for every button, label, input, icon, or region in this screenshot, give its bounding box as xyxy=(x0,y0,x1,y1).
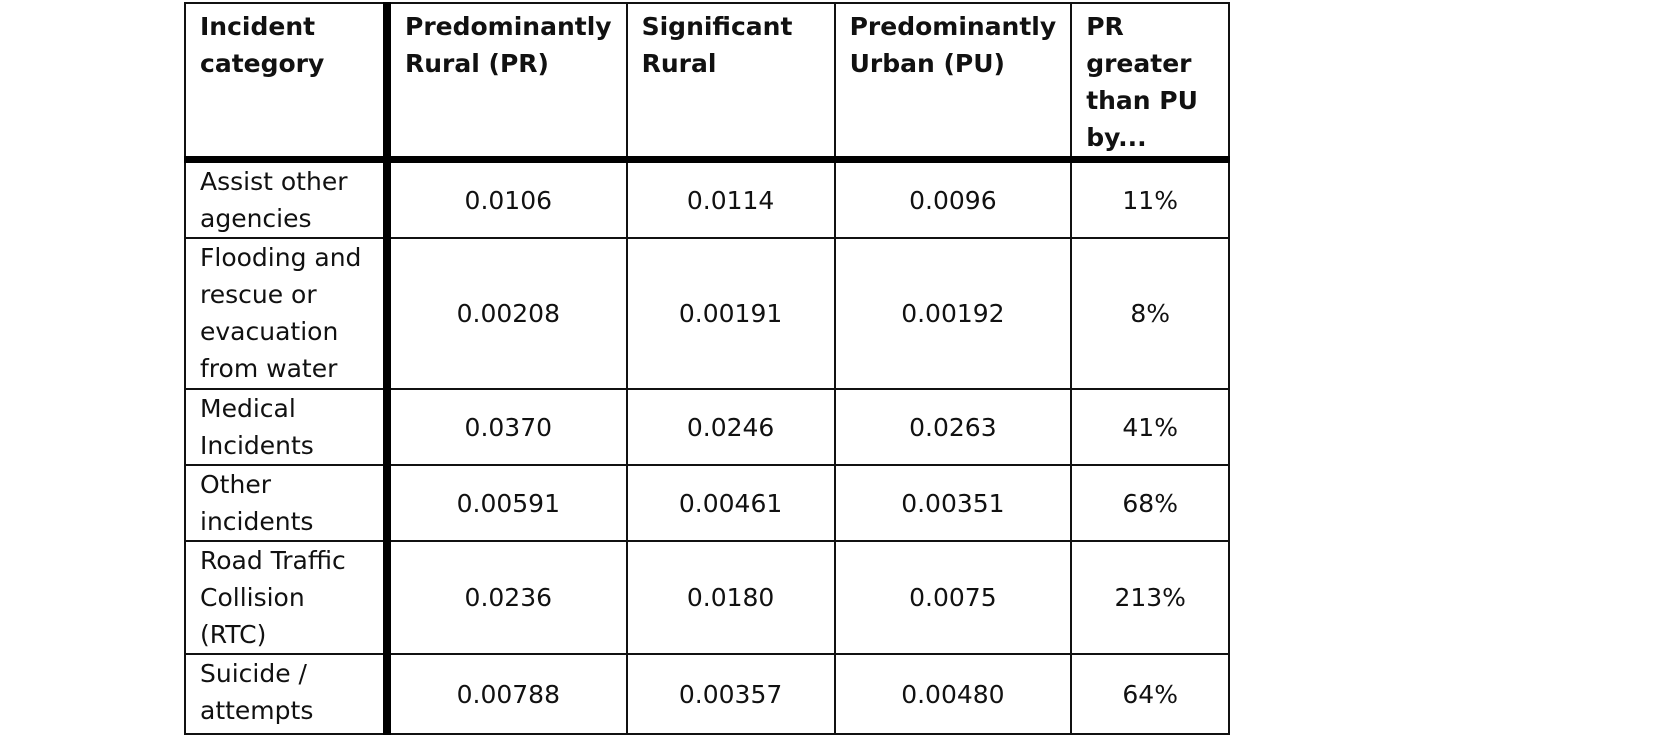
header-pr-greater-than-pu: PR greater than PU by... xyxy=(1070,2,1231,163)
sr-value-cell: 0.0246 xyxy=(625,388,836,466)
header-predominantly-urban: Predominantly Urban (PU) xyxy=(833,2,1073,163)
incident-category-cell: Road Traffic Collision (RTC) xyxy=(184,540,391,655)
pr-value-cell: 0.00591 xyxy=(386,464,628,542)
incident-category-cell: Suicide / attempts xyxy=(184,653,391,735)
pu-value-cell: 0.00351 xyxy=(833,464,1073,542)
header-predominantly-rural: Predominantly Rural (PR) xyxy=(386,2,628,163)
pr-value-cell: 0.0370 xyxy=(386,388,628,466)
pu-value-cell: 0.0096 xyxy=(833,158,1073,239)
sr-value-cell: 0.00461 xyxy=(625,464,836,542)
pr-vs-pu-percent-cell: 41% xyxy=(1070,388,1231,466)
header-incident-category: Incident category xyxy=(184,2,391,163)
pr-value-cell: 0.0106 xyxy=(386,158,628,239)
sr-value-cell: 0.00357 xyxy=(625,653,836,735)
table-row: Other incidents 0.00591 0.00461 0.00351 … xyxy=(184,464,1231,542)
header-row: Incident category Predominantly Rural (P… xyxy=(184,2,1231,163)
pu-value-cell: 0.00480 xyxy=(833,653,1073,735)
header-significant-rural: Significant Rural xyxy=(625,2,836,163)
pu-value-cell: 0.00192 xyxy=(833,237,1073,390)
incident-category-cell: Assist other agencies xyxy=(184,158,391,239)
pu-value-cell: 0.0263 xyxy=(833,388,1073,466)
pr-value-cell: 0.00208 xyxy=(386,237,628,390)
incident-rate-table: Incident category Predominantly Rural (P… xyxy=(184,2,1231,735)
pr-vs-pu-percent-cell: 11% xyxy=(1070,158,1231,239)
table-row: Flooding and rescue or evacuation from w… xyxy=(184,237,1231,390)
sr-value-cell: 0.0180 xyxy=(625,540,836,655)
sr-value-cell: 0.0114 xyxy=(625,158,836,239)
incident-category-cell: Medical Incidents xyxy=(184,388,391,466)
pr-vs-pu-percent-cell: 213% xyxy=(1070,540,1231,655)
pr-value-cell: 0.0236 xyxy=(386,540,628,655)
incident-category-cell: Flooding and rescue or evacuation from w… xyxy=(184,237,391,390)
pu-value-cell: 0.0075 xyxy=(833,540,1073,655)
sr-value-cell: 0.00191 xyxy=(625,237,836,390)
pr-value-cell: 0.00788 xyxy=(386,653,628,735)
pr-vs-pu-percent-cell: 68% xyxy=(1070,464,1231,542)
pr-vs-pu-percent-cell: 64% xyxy=(1070,653,1231,735)
table-row: Road Traffic Collision (RTC) 0.0236 0.01… xyxy=(184,540,1231,655)
table-row: Medical Incidents 0.0370 0.0246 0.0263 4… xyxy=(184,388,1231,466)
incident-category-cell: Other incidents xyxy=(184,464,391,542)
table-row: Assist other agencies 0.0106 0.0114 0.00… xyxy=(184,158,1231,239)
pr-vs-pu-percent-cell: 8% xyxy=(1070,237,1231,390)
table-row: Suicide / attempts 0.00788 0.00357 0.004… xyxy=(184,653,1231,735)
